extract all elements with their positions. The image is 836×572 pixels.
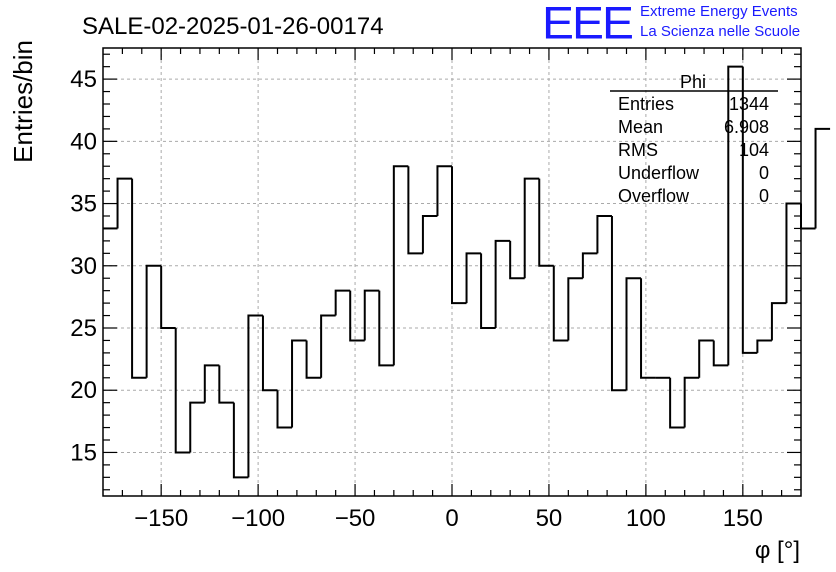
histogram-bin — [698, 339, 714, 378]
histogram-bin — [741, 66, 758, 354]
histogram-bin — [261, 315, 278, 392]
histogram-bin — [145, 264, 162, 378]
histogram-bin — [203, 364, 220, 403]
stats-row-label: Mean — [618, 117, 663, 137]
histogram-bin — [349, 290, 365, 342]
y-tick-label: 25 — [70, 315, 97, 342]
histogram-bin — [465, 252, 482, 304]
histogram-bin — [480, 253, 496, 329]
histogram-bin — [538, 178, 554, 267]
stats-row-value: 0 — [759, 163, 769, 183]
histogram-bin — [276, 390, 293, 429]
histogram-bin — [232, 402, 249, 479]
histogram-bin — [683, 376, 700, 428]
x-tick-labels: −150 −100 −50 0 50 100 150 — [134, 505, 763, 532]
histogram-bin — [494, 239, 511, 328]
histogram-bin — [174, 328, 191, 454]
stats-row-value: 0 — [759, 186, 769, 206]
stats-row-value: 104 — [739, 140, 769, 160]
x-tick-label: 0 — [445, 505, 458, 532]
histogram-bin — [509, 240, 525, 280]
histogram-bin — [814, 127, 831, 229]
stats-row-label: Entries — [618, 94, 674, 114]
histogram-bin — [669, 377, 685, 429]
chart-title: SALE-02-2025-01-26-00174 — [82, 13, 384, 40]
histogram-bars — [103, 65, 831, 479]
histogram-bin — [581, 252, 598, 279]
histogram-bin — [291, 339, 307, 428]
histogram-bin — [131, 178, 147, 379]
y-tick-label: 20 — [70, 377, 97, 404]
histogram-bin — [523, 177, 540, 279]
histogram-bin — [727, 65, 743, 366]
histogram-bin — [596, 215, 612, 254]
histogram-bin — [800, 203, 816, 230]
histogram-bin — [610, 216, 627, 392]
stats-row-label: Underflow — [618, 163, 700, 183]
histogram-bin — [116, 177, 133, 229]
eee-logo-line2: La Scienza nelle Scuole — [640, 23, 801, 40]
histogram-bin — [334, 289, 351, 316]
stats-row-label: RMS — [618, 140, 658, 160]
histogram-bin — [247, 314, 263, 478]
y-tick-label: 35 — [70, 191, 97, 218]
eee-logo: EEE Extreme Energy Events La Scienza nel… — [542, 0, 800, 49]
histogram-bin — [407, 166, 423, 255]
stats-rows: Entries 1344 Mean 6.908 RMS 104 Underflow 0 Over… — [618, 94, 769, 206]
histogram-bin — [305, 340, 322, 379]
y-axis-label: Entries/bin — [8, 40, 38, 163]
histogram-bin — [451, 166, 467, 305]
x-tick-label: 50 — [536, 505, 563, 532]
eee-logo-mark: EEE — [542, 0, 634, 49]
histogram-bin — [363, 289, 380, 341]
histogram-bin — [392, 165, 409, 366]
eee-logo-text: Extreme Energy Events La Scienza nelle S… — [640, 2, 800, 42]
y-tick-label: 45 — [70, 66, 97, 93]
histogram-bin — [567, 277, 583, 341]
histogram-bin — [160, 265, 176, 329]
histogram-bin — [625, 277, 642, 391]
histogram-bin — [640, 278, 656, 379]
histogram-bin — [320, 314, 336, 378]
histogram-bin — [218, 365, 234, 404]
stats-row-label: Overflow — [618, 186, 690, 206]
histogram-bin — [421, 215, 438, 254]
histogram-bin — [189, 401, 205, 453]
histogram-bin — [712, 340, 729, 367]
y-tick-label: 40 — [70, 128, 97, 155]
y-tick-label: 15 — [70, 439, 97, 466]
x-tick-label: −100 — [231, 505, 285, 532]
stats-row-value: 1344 — [729, 94, 769, 114]
eee-logo-line1: Extreme Energy Events — [640, 3, 798, 20]
stats-row-value: 6.908 — [724, 117, 769, 137]
y-tick-label: 30 — [70, 253, 97, 280]
axis-ticks — [103, 48, 801, 496]
x-axis-label: φ [°] — [755, 537, 800, 564]
histogram-bin — [552, 265, 569, 342]
histogram-bin — [770, 302, 787, 341]
y-tick-labels: 15 20 25 30 35 40 45 — [70, 66, 97, 466]
stats-box: Phi Entries 1344 Mean 6.908 RMS 104 Underflow 0… — [610, 72, 778, 206]
x-tick-label: 100 — [626, 505, 666, 532]
stats-box-title: Phi — [680, 72, 706, 92]
histogram-bin — [378, 290, 394, 367]
x-tick-label: −150 — [134, 505, 188, 532]
histogram-bin — [756, 339, 772, 353]
histogram-bin — [436, 165, 452, 216]
x-tick-label: −50 — [335, 505, 376, 532]
x-tick-label: 150 — [723, 505, 763, 532]
